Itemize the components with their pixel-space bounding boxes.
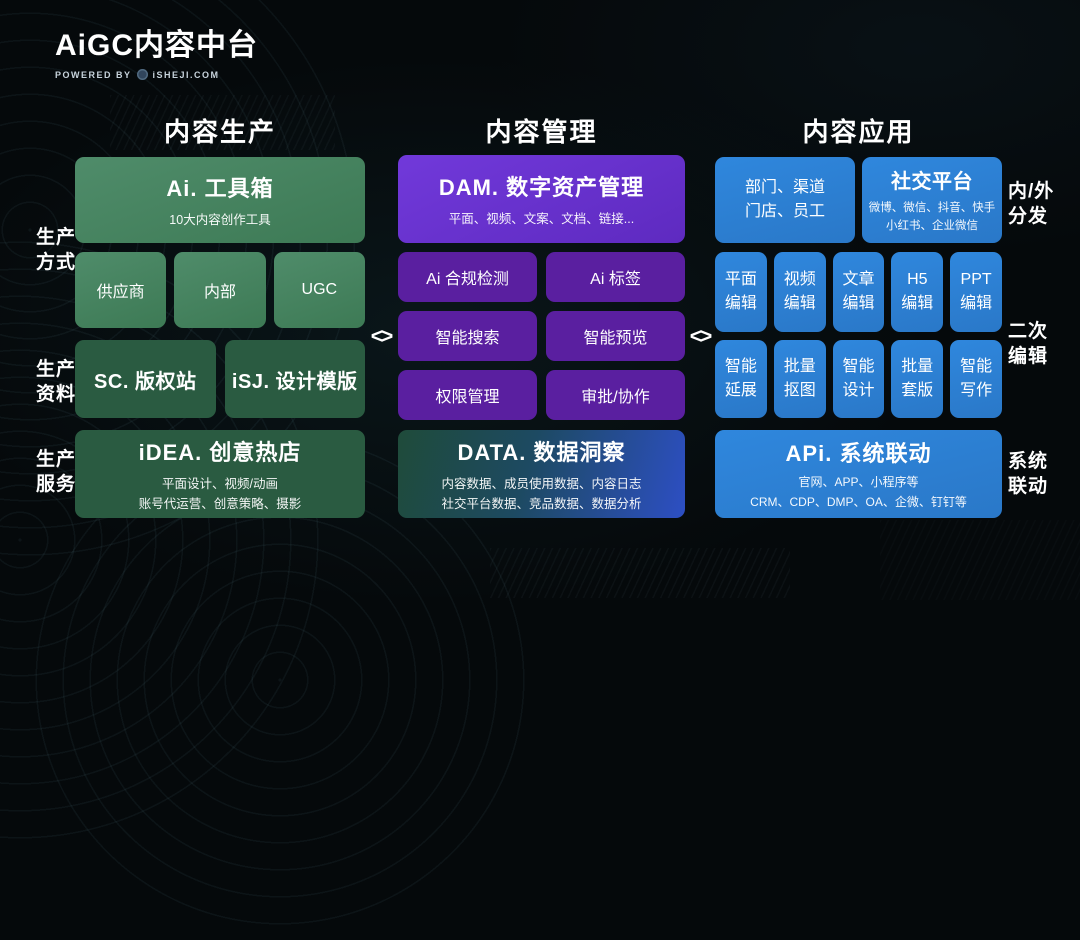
background-stripes-bottom-right xyxy=(880,520,1080,600)
block-h5-editor: H5 编辑 xyxy=(891,252,944,332)
block-departments-channels: 部门、渠道 门店、员工 xyxy=(715,157,855,243)
block-sc-copyright-site: SC. 版权站 xyxy=(75,340,216,418)
block-data-insights: DATA. 数据洞察 内容数据、成员使用数据、内容日志 社交平台数据、竞品数据、… xyxy=(398,430,685,518)
block-api-system-linkage: APi. 系统联动 官网、APP、小程序等 CRM、CDP、DMP、OA、企微、… xyxy=(715,430,1002,518)
social-platforms-title: 社交平台 xyxy=(891,170,973,193)
label-production-services: 生产 服务 xyxy=(36,449,77,495)
row-production-modes: 供应商 内部 UGC xyxy=(75,252,365,328)
dam-title: DAM. 数字资产管理 xyxy=(438,174,645,200)
row-distribution: 部门、渠道 门店、员工 社交平台 微博、微信、抖音、快手 小红书、企业微信 xyxy=(715,157,1002,243)
block-ai-compliance-check: Ai 合规检测 xyxy=(398,252,537,302)
block-ai-tags: Ai 标签 xyxy=(546,252,685,302)
label-internal-external-distribution: 内/外 分发 xyxy=(1008,181,1055,227)
idea-subtitle: 平面设计、视频/动画 账号代运营、创意策略、摄影 xyxy=(138,476,302,511)
header-content-management: 内容管理 xyxy=(485,117,598,147)
block-batch-cutout: 批量 抠图 xyxy=(773,340,826,418)
label-production-mode: 生产 方式 xyxy=(36,227,77,273)
isheji-brand-icon xyxy=(136,69,148,80)
block-internal: 内部 xyxy=(174,252,266,328)
block-dam: DAM. 数字资产管理 平面、视频、文案、文档、链接... xyxy=(398,155,685,243)
logo-title: AiGC内容中台 xyxy=(55,29,258,62)
block-ugc: UGC xyxy=(273,252,365,328)
row-production-assets: SC. 版权站 iSJ. 设计模版 xyxy=(75,340,365,418)
block-isj-design-templates: iSJ. 设计模版 xyxy=(224,340,365,418)
header-content-production: 内容生产 xyxy=(163,117,276,147)
block-smart-extend: 智能 延展 xyxy=(715,340,767,418)
row-editors: 平面 编辑 视频 编辑 文章 编辑 H5 编辑 PPT 编辑 xyxy=(715,252,1002,332)
block-smart-search: 智能搜索 xyxy=(398,311,537,361)
label-production-assets: 生产 资料 xyxy=(36,359,77,405)
background-stripes-bottom xyxy=(490,548,790,598)
data-insights-title: DATA. 数据洞察 xyxy=(457,439,626,465)
block-smart-writing: 智能 写作 xyxy=(950,340,1002,418)
ai-toolbox-title: Ai. 工具箱 xyxy=(166,175,274,201)
block-social-platforms: 社交平台 微博、微信、抖音、快手 小红书、企业微信 xyxy=(862,157,1002,243)
data-insights-subtitle: 内容数据、成员使用数据、内容日志 社交平台数据、竞品数据、数据分析 xyxy=(441,476,642,511)
block-ai-toolbox: Ai. 工具箱 10大内容创作工具 xyxy=(75,157,365,243)
row-dam-features-3: 权限管理 审批/协作 xyxy=(398,370,685,420)
api-subtitle: 官网、APP、小程序等 CRM、CDP、DMP、OA、企微、钉钉等 xyxy=(750,475,967,509)
block-ppt-editor: PPT 编辑 xyxy=(950,252,1002,332)
row-smart-tools: 智能 延展 批量 抠图 智能 设计 批量 套版 智能 写作 xyxy=(715,340,1002,418)
powered-by-label: POWERED BY xyxy=(55,69,132,80)
label-secondary-editing: 二次 编辑 xyxy=(1008,321,1049,367)
idea-title: iDEA. 创意热店 xyxy=(138,439,302,465)
logo-subtitle: POWERED BY iSHEJI.COM xyxy=(55,69,258,80)
block-batch-layout: 批量 套版 xyxy=(891,340,944,418)
logo: AiGC内容中台 POWERED BY iSHEJI.COM xyxy=(55,20,258,80)
block-approval-collaboration: 审批/协作 xyxy=(546,370,685,420)
label-system-linkage: 系统 联动 xyxy=(1008,451,1049,497)
block-video-editor: 视频 编辑 xyxy=(773,252,826,332)
block-smart-design: 智能 设计 xyxy=(832,340,885,418)
social-platforms-subtitle: 微博、微信、抖音、快手 小红书、企业微信 xyxy=(868,201,996,232)
block-permission-management: 权限管理 xyxy=(398,370,537,420)
connector-management-application-icon: <> xyxy=(689,325,713,348)
brand-name: iSHEJI.COM xyxy=(152,69,220,80)
block-idea-creative-shop: iDEA. 创意热店 平面设计、视频/动画 账号代运营、创意策略、摄影 xyxy=(75,430,365,518)
block-graphic-editor: 平面 编辑 xyxy=(715,252,767,332)
row-dam-features-1: Ai 合规检测 Ai 标签 xyxy=(398,252,685,302)
connector-production-management-icon: <> xyxy=(370,325,394,348)
api-title: APi. 系统联动 xyxy=(785,441,932,467)
header-content-application: 内容应用 xyxy=(802,117,915,147)
block-supplier: 供应商 xyxy=(75,252,167,328)
block-smart-preview: 智能预览 xyxy=(546,311,685,361)
block-article-editor: 文章 编辑 xyxy=(832,252,885,332)
ai-toolbox-subtitle: 10大内容创作工具 xyxy=(169,212,271,227)
row-dam-features-2: 智能搜索 智能预览 xyxy=(398,311,685,361)
dam-subtitle: 平面、视频、文案、文档、链接... xyxy=(448,211,635,226)
